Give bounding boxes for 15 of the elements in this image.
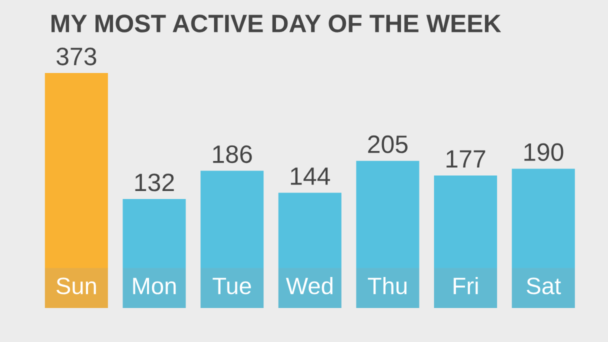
data-label: 132	[135, 174, 174, 192]
data-label: 186	[213, 145, 252, 164]
x-tick-label: Mon	[133, 278, 176, 294]
data-label: 177	[446, 150, 486, 168]
x-tick-label: Wed	[286, 276, 332, 294]
x-tick-label: Tue	[212, 278, 251, 294]
x-tick-label: Thu	[368, 276, 406, 294]
x-tick-label: Fri	[454, 276, 478, 294]
x-tick-label: Sat	[526, 278, 561, 294]
data-label: 205	[368, 135, 408, 154]
data-label: 373	[56, 48, 96, 66]
data-label: 144	[290, 168, 330, 185]
chart-title: MY MOST ACTIVE DAY OF THE WEEK	[52, 14, 502, 32]
data-label: 190	[524, 143, 564, 161]
x-tick-label: Sun	[56, 278, 96, 294]
